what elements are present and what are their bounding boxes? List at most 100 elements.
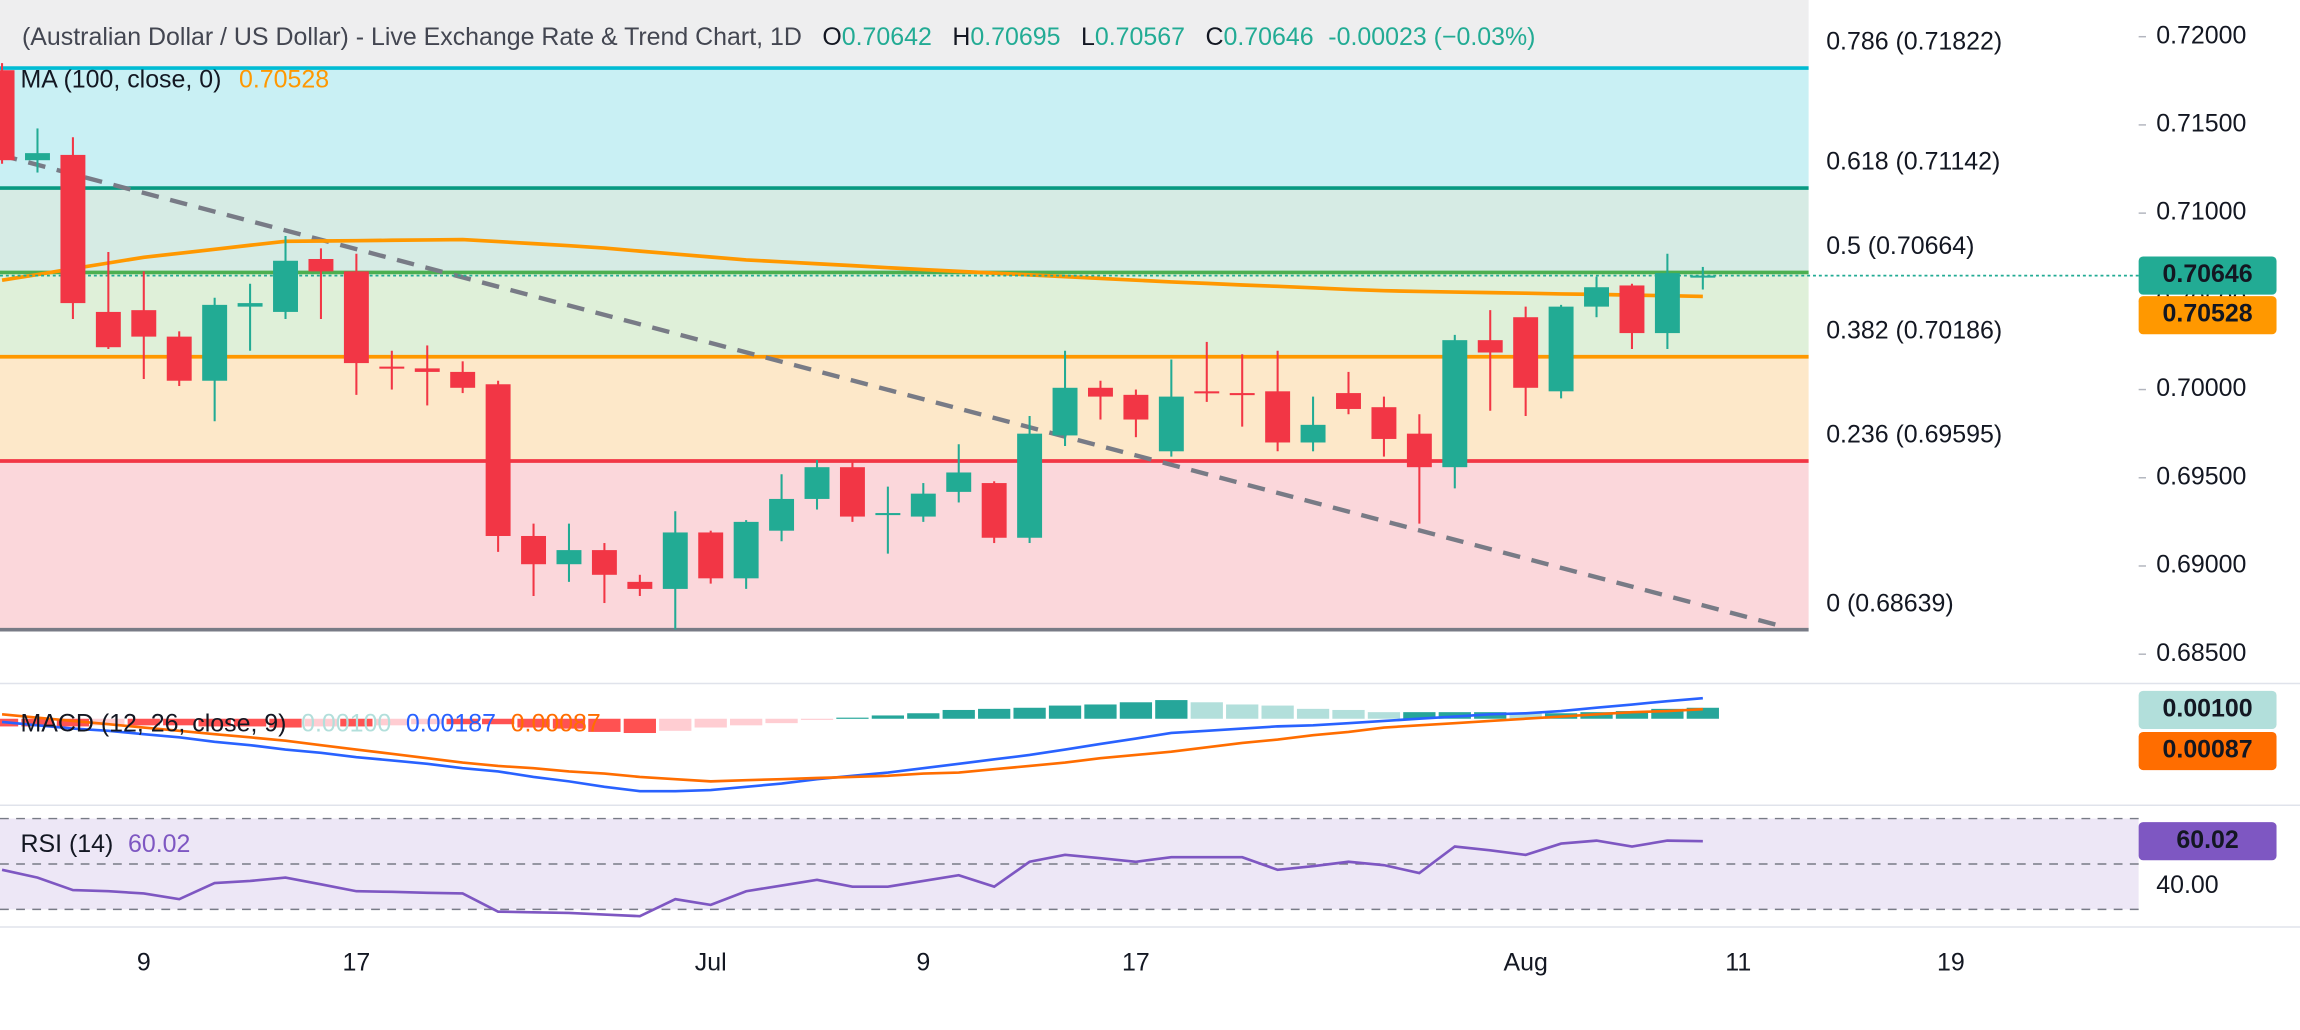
- rsi-tick-label: 40.00: [2156, 871, 2218, 899]
- macd-histogram-bar: [1651, 708, 1684, 719]
- candle-body: [237, 303, 263, 307]
- header-title: (Australian Dollar / US Dollar) - Live E…: [22, 23, 802, 51]
- candle-body: [591, 550, 617, 575]
- candle-body: [946, 472, 972, 492]
- x-tick-label: 9: [916, 948, 930, 976]
- candle-body: [1619, 285, 1645, 334]
- macd-histogram-bar: [800, 718, 834, 720]
- macd-histogram-bar: [517, 718, 550, 728]
- macd-legend: MACD (12, 26, close, 9) 0.00100 0.00187 0.0…: [21, 709, 601, 737]
- macd-histogram-bar: [1332, 709, 1365, 719]
- candle-body: [1336, 393, 1361, 409]
- candle-body: [698, 532, 724, 579]
- ma-value: 0.70528: [239, 65, 329, 93]
- ohlc-letter: L: [1081, 23, 1095, 51]
- candle-body: [1477, 340, 1503, 353]
- candle-body: [839, 467, 865, 517]
- y-tick-label: 0.71500: [2156, 109, 2246, 137]
- macd-histogram-bar: [340, 718, 373, 727]
- macd-histogram-bar: [871, 715, 905, 719]
- candle-body: [414, 368, 440, 372]
- candle-body: [1265, 391, 1291, 443]
- header-background: [0, 0, 1809, 69]
- candle-body: [1123, 394, 1149, 420]
- candle-body: [981, 483, 1007, 538]
- candle-body: [1442, 340, 1468, 468]
- macd-histogram-bar: [56, 718, 90, 727]
- macd-histogram-bar: [694, 718, 727, 728]
- fib-label: 0.236 (0.69595): [1826, 421, 2002, 449]
- fib-label: 0.5 (0.70664): [1826, 232, 1974, 260]
- ma-tag: 0.70528: [2163, 300, 2253, 328]
- candle-body: [0, 70, 15, 161]
- macd-histogram-bar: [588, 718, 621, 732]
- candle-body: [1158, 396, 1184, 452]
- y-tick-label: 0.71000: [2156, 198, 2246, 226]
- macd-histogram-tag: 0.00100: [2163, 695, 2253, 723]
- last-price-tag: 0.70646: [2163, 260, 2253, 288]
- candle-body: [1229, 393, 1255, 396]
- fib-band: [0, 272, 1809, 357]
- header-change: -0.00023 (−0.03%): [1328, 23, 1535, 51]
- macd-histogram-bar: [1226, 704, 1259, 719]
- y-tick-label: 0.70000: [2156, 374, 2246, 402]
- trend-line: [0, 152, 1782, 629]
- fib-label: 0.382 (0.70186): [1826, 316, 2002, 344]
- candle-body: [875, 513, 901, 516]
- macd-histogram-bar: [978, 708, 1011, 719]
- x-tick-label: 17: [343, 948, 371, 976]
- ohlc-letter: H: [952, 23, 970, 51]
- macd-histogram-bar: [552, 718, 586, 729]
- macd-signal-tag: 0.00087: [2163, 736, 2253, 764]
- macd-legend-value: 0.00100: [301, 709, 391, 737]
- macd-histogram-bar: [127, 718, 160, 726]
- candle-body: [343, 271, 369, 364]
- macd-histogram-bar: [1119, 702, 1153, 719]
- ohlc-letter: O: [822, 23, 841, 51]
- candle-body: [769, 498, 795, 531]
- fib-band: [0, 461, 1809, 630]
- x-tick-label: Aug: [1503, 948, 1547, 976]
- candle-body: [662, 532, 688, 589]
- ma-legend: MA (100, close, 0) 0.70528: [21, 65, 330, 93]
- macd-histogram-bar: [1615, 711, 1649, 719]
- macd-legend-value: 0.00087: [511, 709, 601, 737]
- ohlc-value: 0.70642: [842, 23, 932, 51]
- fib-band: [0, 68, 1809, 189]
- candle-body: [131, 310, 157, 337]
- macd-histogram-bar: [1048, 705, 1082, 719]
- macd-histogram-bar: [481, 718, 515, 725]
- ohlc-value: 0.70695: [970, 23, 1060, 51]
- candle-body: [60, 154, 86, 304]
- macd-histogram-bar: [1155, 700, 1188, 719]
- candle-body: [556, 550, 582, 565]
- macd-legend-value: 0.00187: [406, 709, 496, 737]
- macd-histogram-bar: [836, 717, 869, 719]
- ma-tag-bg: [2138, 296, 2277, 335]
- candle-body: [379, 366, 405, 369]
- macd-histogram-tag-bg: [2138, 690, 2277, 730]
- macd-histogram-bar: [659, 718, 692, 731]
- ohlc-letter: C: [1206, 23, 1224, 51]
- macd-histogram-bar: [1084, 704, 1117, 719]
- y-tick-label: 0.69500: [2156, 462, 2246, 490]
- rsi-title: RSI (14): [21, 829, 114, 857]
- fib-band: [0, 188, 1809, 273]
- x-tick-label: 17: [1122, 948, 1150, 976]
- macd-histogram-bar: [730, 718, 763, 726]
- fib-label: 0.786 (0.71822): [1826, 28, 2002, 56]
- macd-histogram-bar: [1013, 707, 1046, 719]
- macd-histogram-bar: [269, 718, 302, 728]
- macd-histogram-bar: [1190, 702, 1223, 719]
- candle-body: [1371, 407, 1397, 439]
- macd-histogram-bar: [163, 718, 196, 726]
- macd-histogram-bar: [1686, 707, 1719, 719]
- x-tick-label: 11: [1725, 948, 1751, 976]
- candle-body: [1584, 287, 1609, 307]
- macd-histogram-bar: [304, 718, 338, 727]
- macd-histogram-bar: [1367, 712, 1401, 719]
- x-tick-label: 19: [1937, 948, 1965, 976]
- ma-name: MA (100, close, 0): [21, 65, 222, 93]
- macd-histogram-bar: [942, 709, 975, 719]
